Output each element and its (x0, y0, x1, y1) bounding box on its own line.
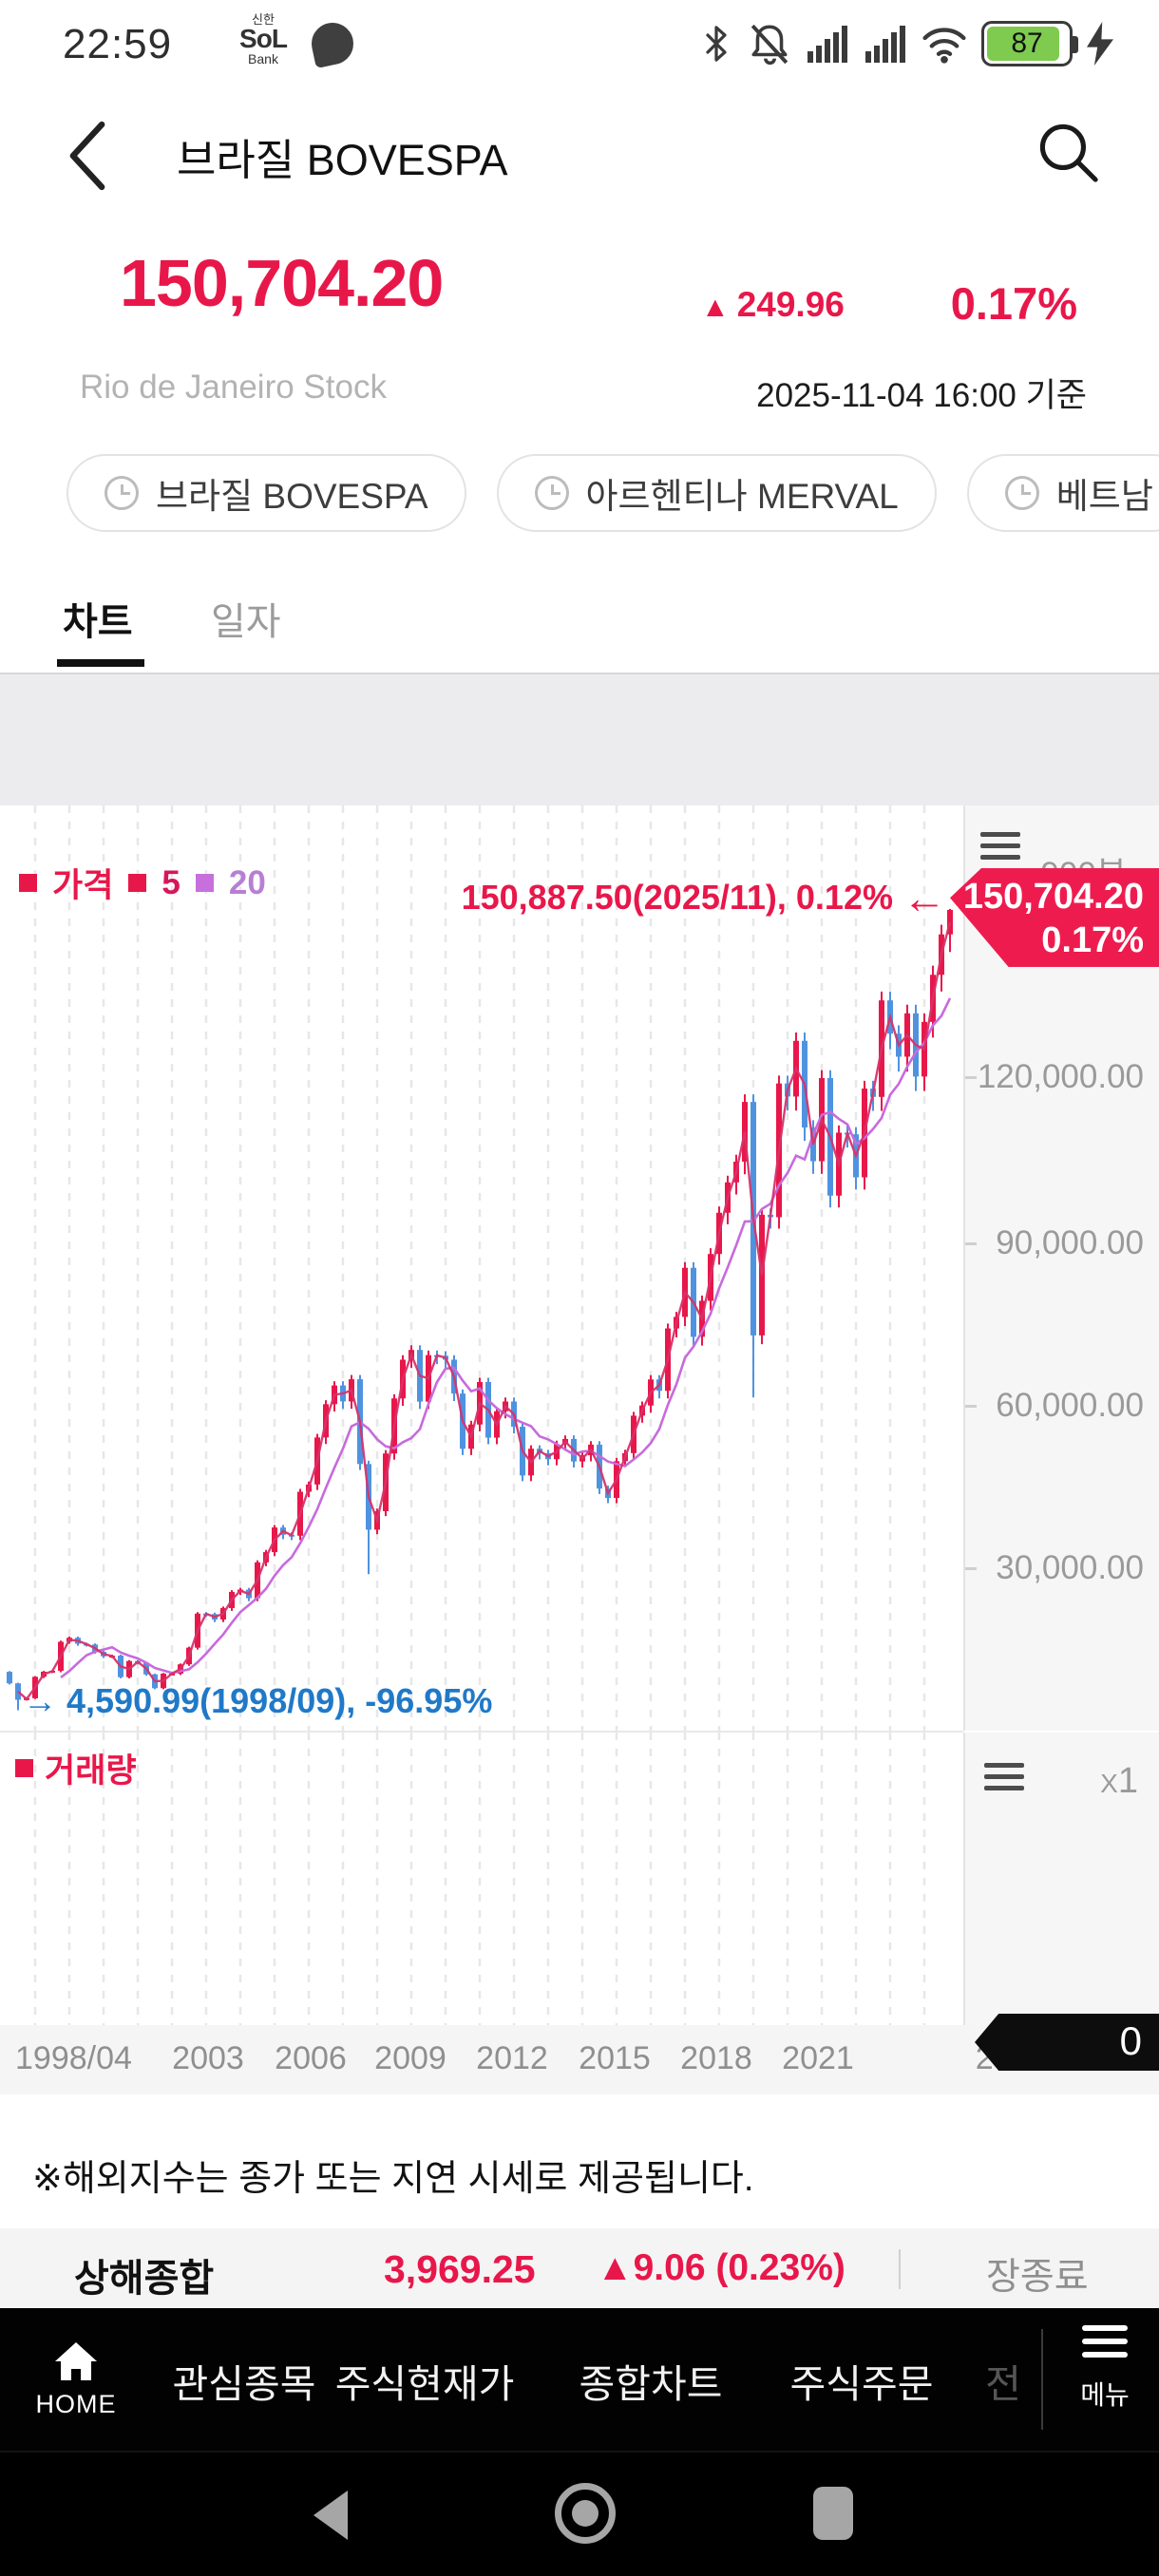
system-navigation-bar (0, 2451, 1159, 2576)
volume-panel-settings-icon[interactable] (984, 1763, 1024, 1793)
battery-fill (987, 27, 1059, 61)
volume-legend: 거래량 (15, 1744, 137, 1792)
x-axis-label: 2009 (374, 2040, 446, 2076)
volume-axis-panel (963, 1733, 1159, 2025)
tab-chart[interactable]: 차트 (63, 601, 133, 643)
tab-daily[interactable]: 일자 (211, 601, 281, 643)
volume-legend-swatch (15, 1759, 33, 1777)
home-button[interactable]: HOME (21, 2321, 131, 2437)
chip-vietnam[interactable]: 베트남 (966, 454, 1159, 532)
sol-bank-logo: 신한 SoL Bank (239, 12, 288, 66)
nav-composite-chart[interactable]: 종합차트 (579, 2362, 723, 2406)
x-axis-label: 2015 (579, 2040, 651, 2076)
chart-area: 가격 5 20 150,887.50(2025/11), 0.12% ← → 4… (0, 805, 1159, 2094)
ma5-legend-swatch (128, 874, 147, 892)
notification-app-icon (307, 18, 358, 69)
signal-strength-icon-1 (808, 26, 847, 63)
y-axis-label: 120,000.00 (977, 1058, 1144, 1095)
battery-percent: 87 (1011, 28, 1043, 59)
wifi-icon (922, 28, 966, 64)
bottom-navigation: HOME 관심종목 주식현재가 종합차트 주식주문 전 메뉴 (0, 2308, 1159, 2451)
charging-bolt-icon (1087, 22, 1113, 66)
price-change-percent: 0.17% (950, 278, 1077, 329)
nav-clipped-item[interactable]: 전 (985, 2362, 1021, 2406)
ma20-legend-swatch (195, 874, 214, 892)
current-price: 150,704.20 (120, 246, 444, 320)
ticker-name: 상해종합 (74, 2258, 215, 2300)
index-ticker-row[interactable]: 상해종합 3,969.25 ▲9.06 (0.23%) 장종료 (0, 2228, 1159, 2308)
back-button[interactable] (59, 120, 116, 192)
clock-time: 22:59 (63, 21, 173, 67)
price-candlestick-plot[interactable] (0, 805, 963, 1731)
system-recents-button[interactable] (813, 2487, 853, 2540)
x-axis-label: 1998/04 (15, 2040, 132, 2076)
system-back-button[interactable] (314, 2491, 348, 2540)
exchange-name: Rio de Janeiro Stock (80, 369, 387, 406)
status-icons: 87 (699, 19, 1113, 68)
price-legend: 가격 5 20 (19, 859, 266, 907)
home-icon (55, 2341, 97, 2380)
clock-icon (534, 476, 569, 510)
x-axis-label: 2006 (275, 2040, 347, 2076)
nav-current-price[interactable]: 주식현재가 (334, 2362, 515, 2406)
clock-icon (104, 476, 139, 510)
price-legend-swatch (19, 874, 37, 892)
chip-bovespa[interactable]: 브라질 BOVESPA (66, 454, 466, 532)
y-axis-label: 30,000.00 (996, 1549, 1144, 1586)
low-arrow-icon: → (23, 1681, 57, 1720)
volume-plot[interactable] (0, 1733, 963, 2025)
disclaimer-text: ※해외지수는 종가 또는 지연 시세로 제공됩니다. (32, 2159, 754, 2199)
volume-scale-label: X1 (1100, 1761, 1138, 1801)
nav-stock-order[interactable]: 주식주문 (789, 2362, 934, 2406)
battery-icon: 87 (981, 21, 1078, 66)
chart-control-bar: 일 주 월 5분 (0, 674, 1159, 1478)
bluetooth-icon (706, 26, 727, 62)
related-index-chips: 브라질 BOVESPA 아르헨티나 MERVAL 베트남 (0, 454, 1159, 536)
y-axis-label: 60,000.00 (996, 1387, 1144, 1424)
as-of-timestamp: 2025-11-04 16:00 기준 (756, 377, 1087, 414)
menu-button[interactable]: 메뉴 (1062, 2325, 1148, 2413)
volume-value-flag: 0 (975, 2014, 1159, 2071)
x-axis-label: 2018 (680, 2040, 752, 2076)
signal-strength-icon-2 (865, 26, 905, 63)
ticker-value: 3,969.25 (384, 2247, 536, 2291)
status-bar: 22:59 신한 SoL Bank (0, 0, 1159, 87)
price-panel-settings-icon[interactable] (980, 832, 1020, 862)
menu-hamburger-icon (1082, 2325, 1128, 2365)
low-annotation: → 4,590.99(1998/09), -96.95% (23, 1681, 493, 1720)
up-triangle-icon: ▲ (701, 292, 730, 323)
y-axis-label: 90,000.00 (996, 1224, 1144, 1261)
price-change: ▲ 249.96 (701, 285, 845, 324)
ticker-change: ▲9.06 (0.23%) (597, 2247, 846, 2288)
x-axis-label: 2012 (476, 2040, 548, 2076)
page-title: 브라질 BOVESPA (177, 136, 508, 184)
market-status: 장종료 (986, 2257, 1089, 2298)
active-tab-indicator (57, 659, 144, 667)
x-axis-label: 2021 (782, 2040, 854, 2076)
system-home-button[interactable] (555, 2483, 616, 2544)
search-icon[interactable] (1032, 116, 1104, 188)
nav-watchlist[interactable]: 관심종목 (172, 2362, 316, 2406)
header: 브라질 BOVESPA (0, 87, 1159, 224)
x-axis-label: 2003 (172, 2040, 244, 2076)
chip-merval[interactable]: 아르헨티나 MERVAL (496, 454, 937, 532)
clock-icon (1004, 476, 1039, 510)
high-annotation: 150,887.50(2025/11), 0.12% (461, 878, 893, 917)
high-arrow-icon: ← (902, 873, 946, 922)
mute-bell-icon (750, 24, 788, 66)
